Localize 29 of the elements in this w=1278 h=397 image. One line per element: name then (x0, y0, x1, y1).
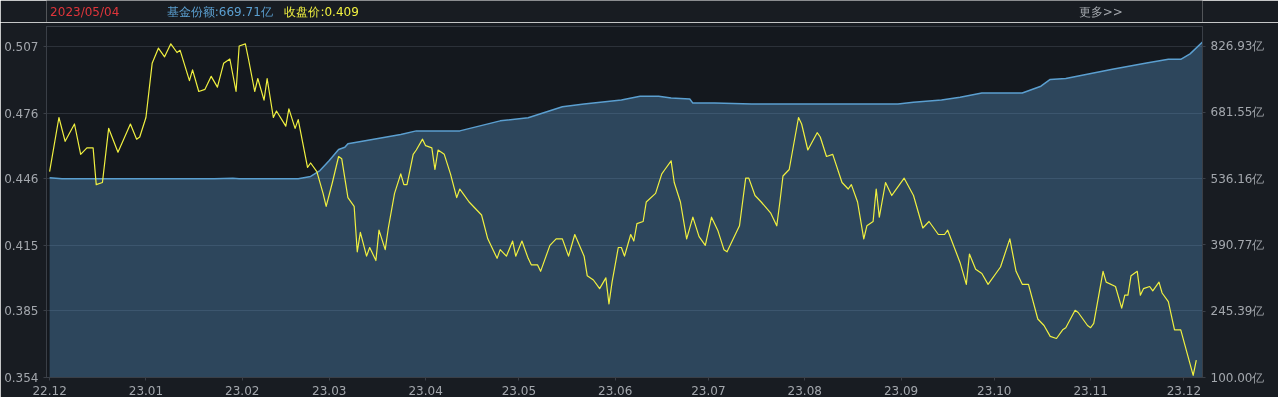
y2-tick-label: 390.77亿 (1210, 237, 1265, 252)
text: 2023/05/04 (50, 4, 120, 19)
y2-tick-label: 826.93亿 (1210, 39, 1265, 54)
text: 更多>> (1078, 4, 1123, 19)
y-tick-label: 0.385 (4, 303, 39, 318)
y-tick-label: 0.507 (4, 39, 39, 54)
x-tick-label: 23.04 (408, 383, 443, 397)
x-tick-label: 23.02 (225, 383, 260, 397)
y-tick-label: 0.415 (4, 238, 39, 253)
x-tick-label: 23.11 (1073, 383, 1108, 397)
x-tick-label: 23.06 (598, 383, 633, 397)
text: 收盘价:0.409 (284, 4, 359, 19)
y2-tick-label: 536.16亿 (1210, 171, 1265, 186)
y2-tick-label: 245.39亿 (1210, 304, 1265, 319)
x-tick-label: 23.01 (128, 383, 164, 397)
y2-tick-label: 100.00亿 (1210, 370, 1265, 385)
y-tick-label: 0.476 (4, 106, 39, 121)
x-tick-label: 23.08 (787, 383, 822, 397)
x-tick-label: 23.10 (977, 383, 1012, 397)
x-tick-label: 23.03 (312, 383, 347, 397)
text: 基金份额:669.71亿 (166, 4, 273, 19)
x-tick-label: 23.09 (883, 383, 919, 397)
y2-tick-label: 681.55亿 (1210, 105, 1265, 120)
x-tick-label: 23.07 (691, 383, 726, 397)
x-tick-label: 23.05 (501, 383, 537, 397)
y-tick-label: 0.446 (4, 171, 39, 186)
x-tick-label: 23.12 (1166, 383, 1202, 397)
x-tick-label: 22.12 (32, 383, 67, 397)
y-tick-label: 0.354 (4, 371, 39, 385)
